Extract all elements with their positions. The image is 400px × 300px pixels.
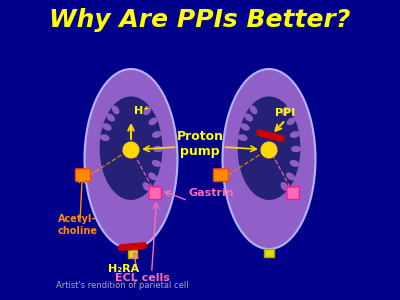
Ellipse shape [238,96,300,200]
Text: ECL cells: ECL cells [115,273,170,283]
Ellipse shape [143,106,151,115]
FancyBboxPatch shape [264,249,274,257]
Ellipse shape [142,182,150,191]
FancyBboxPatch shape [76,169,90,182]
Text: H⁺: H⁺ [134,106,149,116]
Ellipse shape [244,113,253,122]
Ellipse shape [287,118,296,125]
Ellipse shape [222,69,316,249]
Ellipse shape [148,172,157,180]
Ellipse shape [291,146,301,152]
Ellipse shape [112,105,120,114]
FancyBboxPatch shape [149,187,162,200]
Ellipse shape [106,113,115,122]
Ellipse shape [84,69,178,249]
Ellipse shape [281,106,289,115]
Ellipse shape [240,123,250,130]
Ellipse shape [152,131,162,138]
Ellipse shape [153,146,163,152]
Ellipse shape [149,118,158,125]
Text: Artist's rendition of parietal cell: Artist's rendition of parietal cell [56,281,189,290]
Text: PPI: PPI [275,109,296,118]
Ellipse shape [290,131,300,138]
Text: Proton
pump: Proton pump [176,130,224,158]
Circle shape [261,142,277,158]
Ellipse shape [250,105,258,114]
Ellipse shape [238,134,248,141]
Circle shape [123,142,139,158]
Text: Acetyl-
choline: Acetyl- choline [58,214,98,236]
FancyBboxPatch shape [214,169,228,182]
Ellipse shape [290,160,299,167]
FancyBboxPatch shape [287,187,300,200]
Ellipse shape [100,134,110,141]
Ellipse shape [280,182,288,191]
Ellipse shape [100,96,162,200]
FancyBboxPatch shape [128,250,137,258]
Ellipse shape [286,172,295,180]
Ellipse shape [102,123,112,130]
Text: Why Are PPIs Better?: Why Are PPIs Better? [49,8,351,31]
Text: H₂RA: H₂RA [108,264,139,274]
Text: Gastrin: Gastrin [188,188,234,198]
Ellipse shape [152,160,161,167]
